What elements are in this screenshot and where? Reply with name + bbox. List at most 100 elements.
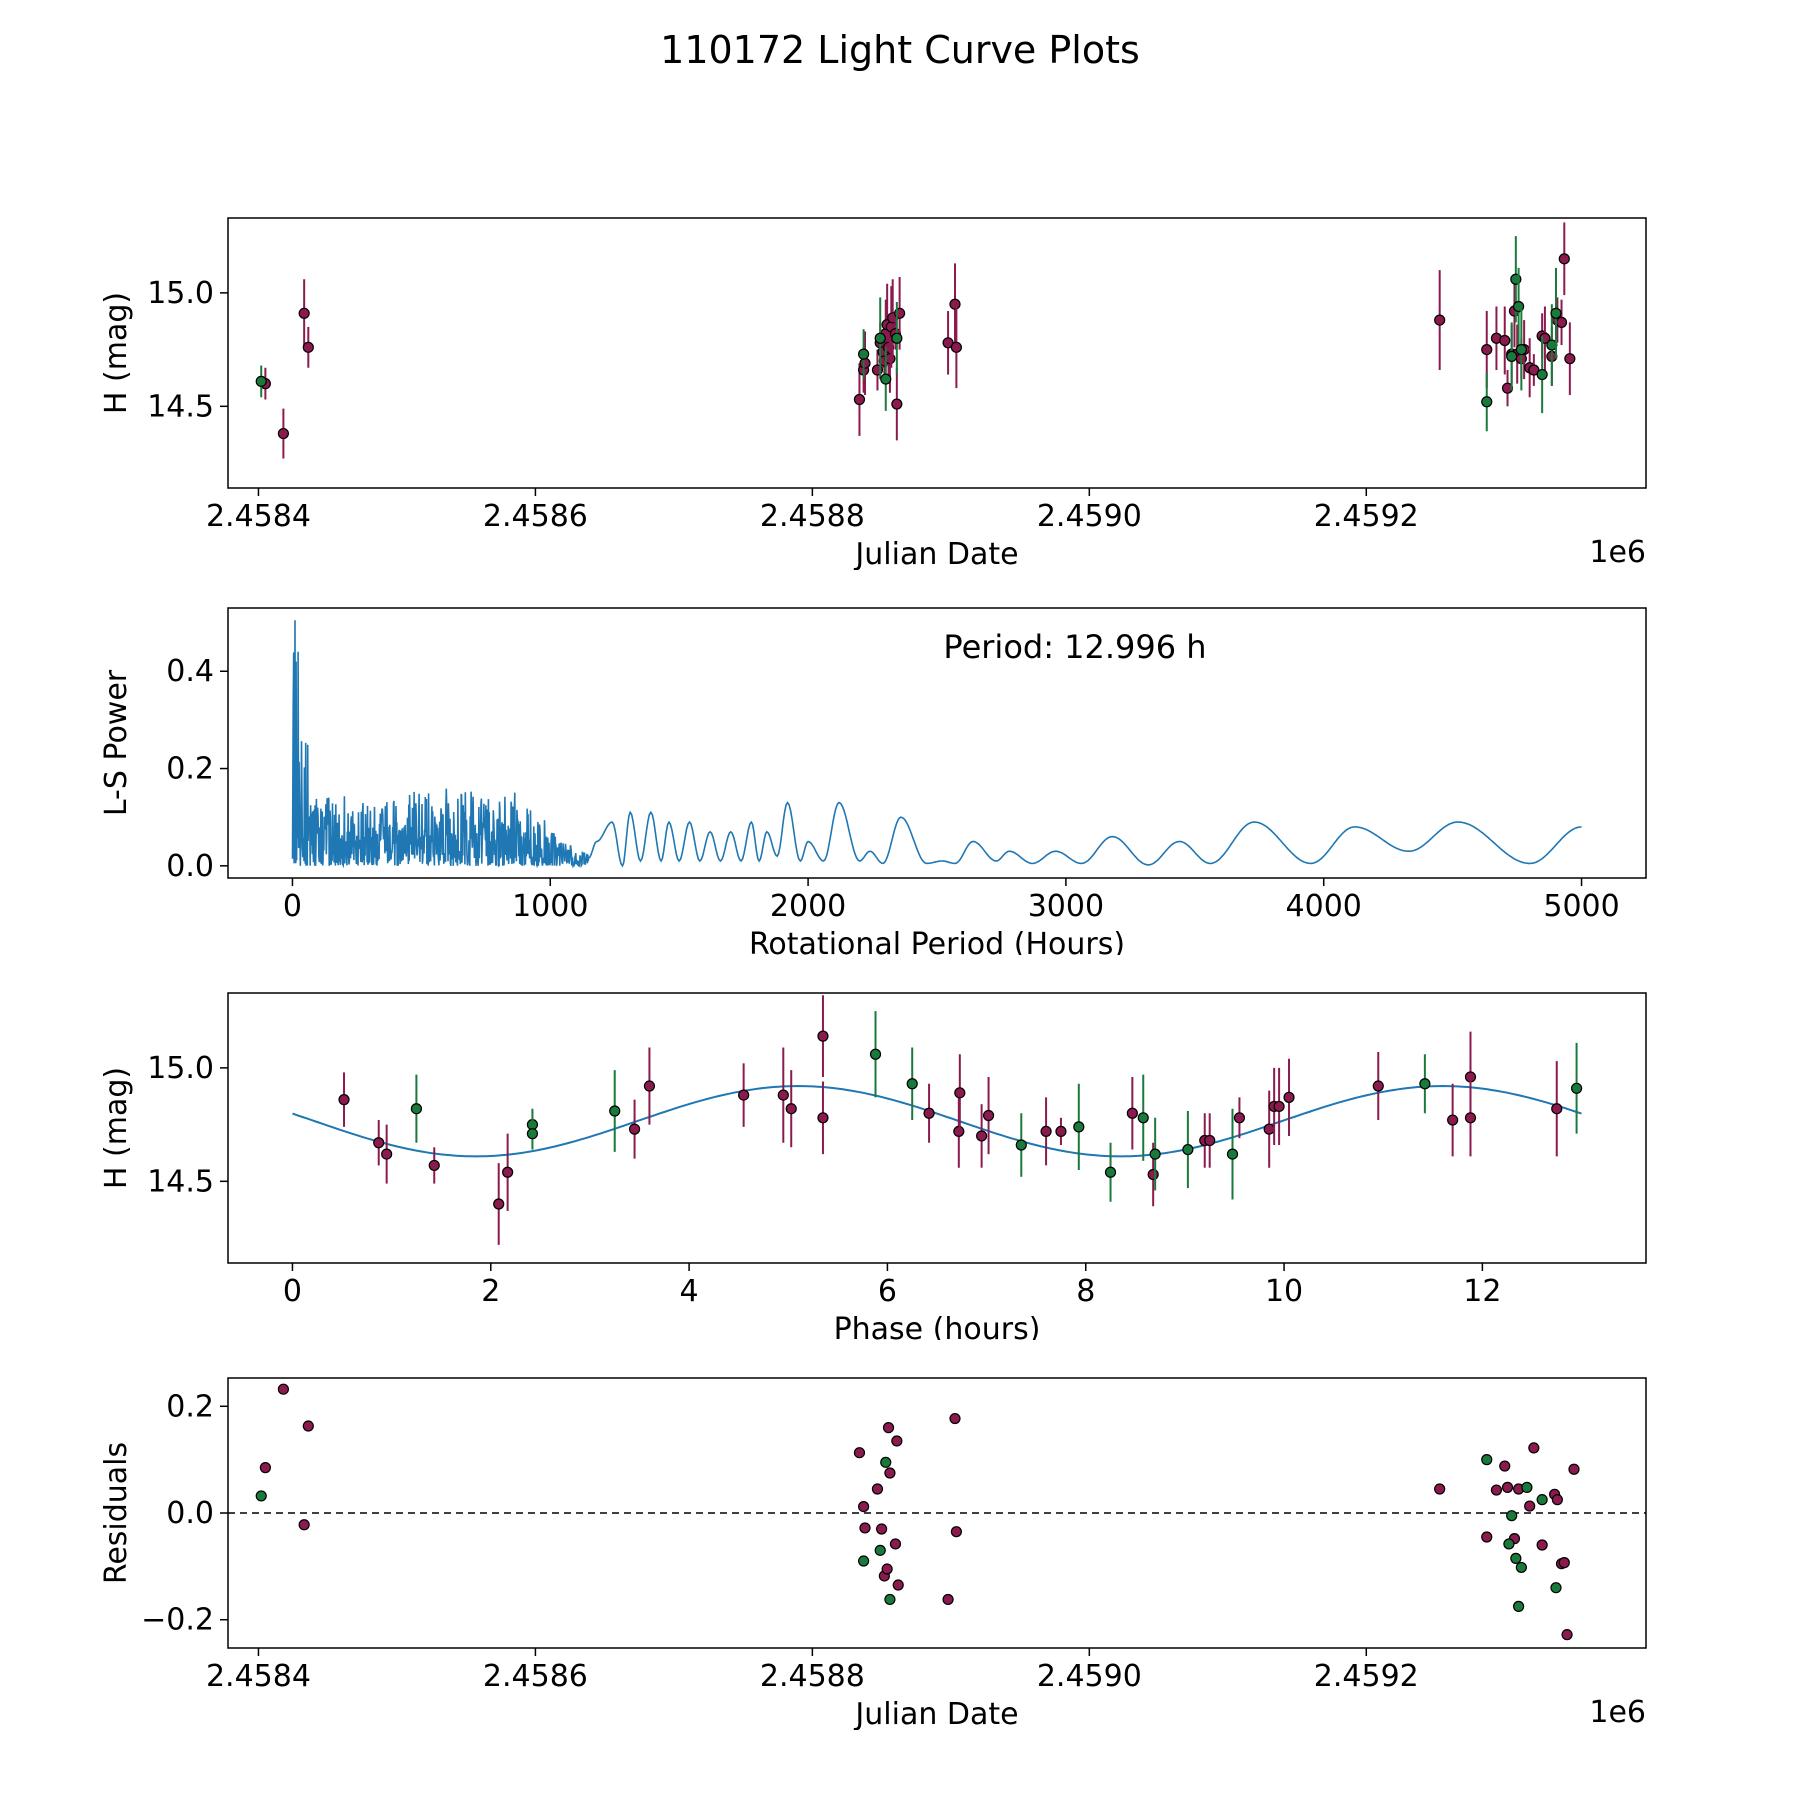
data-point-magenta [1481,343,1493,356]
data-point-magenta [817,1112,829,1124]
data-point-magenta [1273,1100,1285,1113]
data-point-green [1515,343,1527,356]
x-axis-label: Rotational Period (Hours) [749,927,1125,955]
x-tick-label: 8 [1076,1274,1095,1309]
x-tick-label: 2.4588 [760,499,865,534]
data-point-magenta [1555,316,1568,328]
y-tick-label: −0.2 [141,1603,214,1638]
data-point-magenta [1372,1080,1384,1092]
figure-title: 110172 Light Curve Plots [660,28,1140,72]
periodogram-chart: Period: 12.996 h 0 1000 2000 3000 4000 5000 0.0… [99,607,1647,962]
data-point-green [1550,1582,1562,1594]
y-tick-label: 0.2 [166,1389,214,1424]
data-point-magenta [1551,1103,1563,1115]
data-point-magenta [1561,1629,1573,1641]
phased-chart: 0 2 4 6 8 10 12 14.5 15.0 Phase (hours) H (mag) [99,992,1647,1347]
y-tick-label: 15.0 [147,1051,214,1086]
data-point-green [1550,307,1562,319]
periodogram-panel: Period: 12.996 h 0 1000 2000 3000 4000 5000 0.0… [0,570,1800,962]
data-point-magenta [1055,1125,1067,1138]
data-point-magenta [1481,1531,1493,1543]
data-point-green [1536,368,1548,381]
data-point-magenta [1283,1091,1295,1103]
data-point-magenta [817,1030,829,1042]
data-point-magenta [1499,334,1511,347]
data-point-magenta [1464,1112,1477,1124]
data-point-magenta [1490,1484,1503,1496]
data-point-magenta [428,1159,440,1172]
x-tick-label: 2.4584 [206,499,311,534]
data-point-magenta [950,341,962,353]
data-point-magenta [884,1467,896,1479]
data-point-magenta [1233,1112,1246,1124]
plot-frame [227,217,1647,489]
data-point-magenta [853,1447,866,1459]
data-point-green [1073,1121,1085,1133]
residuals-panel: 2.4584 2.4586 2.4588 2.4590 2.4592 −0.2 0.0 0.2… [0,1340,1800,1732]
data-point-green [884,1593,896,1606]
data-point-green [526,1128,539,1140]
data-point-magenta [1147,1168,1159,1181]
data-point-magenta [1499,1460,1511,1472]
y-axis-label: H (mag) [99,1067,134,1189]
data-point-green [1182,1143,1194,1156]
data-point-magenta [1501,1481,1514,1493]
data-point-green [1515,1561,1527,1574]
data-point-green [858,348,870,360]
data-point-green [880,1456,892,1468]
data-point-magenta [738,1089,750,1101]
data-point-magenta [277,1383,289,1395]
x-tick-label: 4000 [1286,889,1362,924]
y-axis-label: L-S Power [99,669,134,816]
data-point-green [1104,1166,1117,1178]
data-point-green [869,1048,882,1060]
data-point-magenta [1551,1494,1563,1506]
data-point-magenta [891,398,903,410]
y-tick-label: 0.0 [166,1496,214,1531]
x-tick-label: 2.4592 [1314,1659,1419,1694]
residuals-chart: 2.4584 2.4586 2.4588 2.4590 2.4592 −0.2 0.0 0.2… [99,1377,1647,1732]
data-point-magenta [882,1422,895,1434]
x-tick-label: 2.4592 [1314,499,1419,534]
data-point-green [255,375,267,387]
data-point-green [1536,1494,1548,1506]
data-point-magenta [853,393,866,406]
data-point-magenta [1536,1539,1548,1551]
data-point-magenta [1558,1557,1570,1569]
y-tick-label: 0.0 [166,849,214,884]
lightcurve-panel: 2.4584 2.4586 2.4588 2.4590 2.4592 14.5 15.0 Ju… [0,180,1800,572]
data-point-magenta [876,1523,888,1535]
x-tick-label: 2.4586 [483,499,588,534]
x-tick-label: 6 [878,1274,897,1309]
x-offset-label: 1e6 [1589,535,1646,570]
x-tick-label: 0 [283,889,302,924]
phased-panel: 0 2 4 6 8 10 12 14.5 15.0 Phase (hours) H (mag) [0,955,1800,1347]
data-point-magenta [785,1103,797,1115]
data-point-magenta [1204,1134,1216,1147]
data-point-magenta [1564,353,1576,365]
data-point-magenta [1528,364,1540,376]
data-point-green [1521,1481,1533,1493]
x-tick-label: 0 [283,1274,302,1309]
data-point-green [1503,1538,1515,1550]
y-axis-label: Residuals [99,1442,134,1584]
data-point-green [1481,396,1493,408]
data-point-magenta [628,1123,641,1135]
data-point-magenta [1524,1500,1536,1512]
x-tick-label: 5000 [1543,889,1619,924]
lightcurve-chart: 2.4584 2.4586 2.4588 2.4590 2.4592 14.5 15.0 Ju… [99,217,1647,572]
data-point-magenta [976,1130,988,1142]
data-point-magenta [338,1094,350,1106]
data-point-green [1510,1552,1522,1564]
data-point-magenta [298,1519,310,1531]
data-point-magenta [1040,1125,1052,1138]
x-tick-label: 12 [1463,1274,1501,1309]
data-point-magenta [1434,1483,1446,1495]
data-point-magenta [1263,1123,1275,1135]
y-axis-label: H (mag) [99,292,134,414]
data-point-magenta [858,1500,870,1513]
data-point-magenta [949,298,961,310]
x-tick-label: 2.4590 [1037,499,1142,534]
data-point-green [1513,1600,1525,1612]
data-point-magenta [954,1087,966,1099]
